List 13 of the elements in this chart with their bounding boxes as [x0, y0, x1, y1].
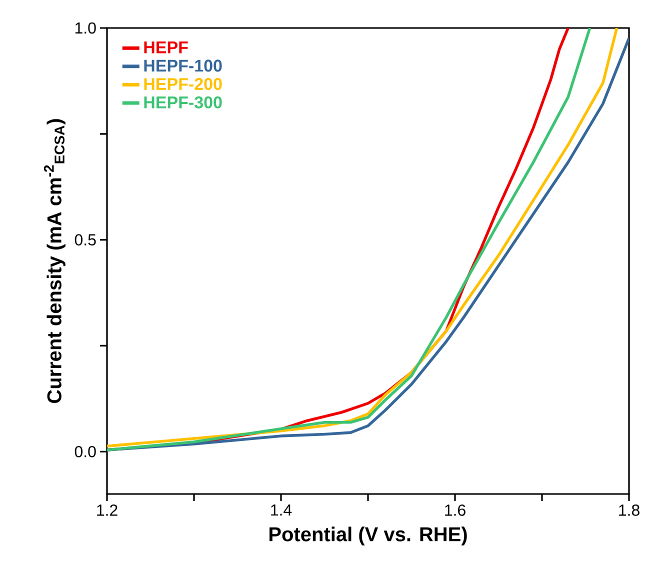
x-tick-label: 1.4 — [271, 504, 292, 516]
legend-label: HEPF-200 — [144, 78, 222, 90]
legend-label: HEPF-100 — [144, 60, 222, 72]
x-tick-label: 1.2 — [97, 504, 118, 516]
y-tick-label: 1.0 — [75, 22, 96, 34]
y-tick-label: 0.0 — [74, 446, 96, 458]
x-tick-label: 1.6 — [445, 504, 466, 516]
y-tick-label: 0.5 — [74, 234, 96, 246]
y-axis-title: Current density (mA cm$^{-2}$$_{ECSA}$) — [44, 119, 66, 404]
legend-label: HEPF-300 — [144, 96, 222, 108]
legend-label: HEPF — [144, 41, 188, 54]
x-axis-title: Potential (V vs. RHE) — [270, 526, 467, 546]
x-tick-label: 1.8 — [619, 504, 640, 516]
